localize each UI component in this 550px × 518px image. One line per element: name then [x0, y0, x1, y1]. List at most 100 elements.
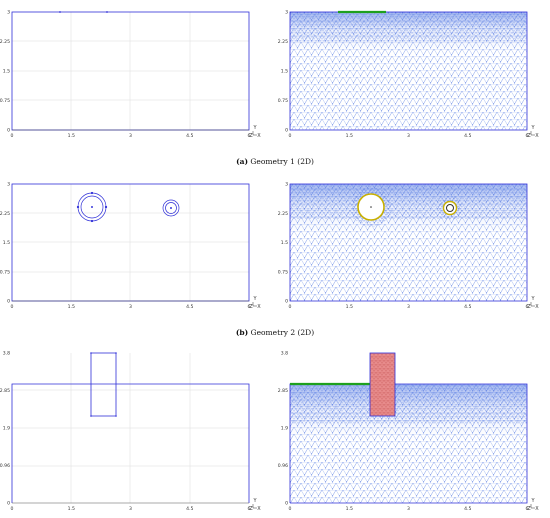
x-tick-label: 3 [129, 304, 132, 310]
axis-triad-icon [530, 302, 535, 307]
y-tick-label: 3.8 [3, 351, 10, 357]
y-tick-label: 0 [285, 299, 288, 305]
yellow-circle-small [442, 200, 458, 216]
y-tick-label: 0 [7, 299, 10, 305]
x-tick-label: 0 [11, 304, 14, 310]
row3-right-panel [289, 352, 528, 504]
axis-y-glyph: Y [252, 498, 257, 504]
x-tick-label: 3 [407, 133, 410, 139]
y-tick-label: 3.8 [281, 351, 288, 357]
y-tick-label: 0.75 [278, 269, 288, 275]
y-tick-label: 3 [285, 10, 288, 16]
y-tick-label: 1.9 [3, 426, 10, 432]
x-tick-label: 6 [248, 133, 251, 139]
axis-triad-icon [252, 302, 257, 307]
grid-lines [12, 12, 249, 130]
grid-lines [12, 353, 249, 503]
y-tick-label: 2.25 [278, 39, 288, 45]
y-tick-label: 2.25 [0, 39, 10, 45]
axis-x-glyph: X [257, 133, 261, 139]
axis-y-glyph: Y [530, 125, 535, 131]
x-tick-label: 6 [248, 506, 251, 512]
row1-right-panel [289, 10, 528, 131]
axis-z-glyph: Z [527, 506, 531, 512]
row3-left-panel [11, 352, 250, 504]
x-tick-label: 1.5 [68, 304, 75, 310]
y-tick-label: 0 [285, 501, 288, 507]
x-tick-label: 1.5 [68, 506, 75, 512]
axis-y-glyph: Y [530, 296, 535, 302]
y-tick-label: 0.75 [0, 98, 10, 104]
y-tick-label: 2.85 [0, 388, 10, 394]
axis-x-glyph: X [257, 304, 261, 310]
x-tick-label: 0 [289, 506, 292, 512]
axis-triad-icon [252, 131, 257, 136]
x-tick-label: 0 [289, 304, 292, 310]
axis-x-glyph: X [535, 133, 539, 139]
y-tick-label: 0.96 [0, 463, 10, 469]
x-tick-label: 6 [248, 304, 251, 310]
y-tick-label: 3 [285, 182, 288, 188]
x-tick-label: 1.5 [346, 304, 353, 310]
axis-y-glyph: Y [252, 296, 257, 302]
x-tick-label: 3 [407, 506, 410, 512]
axis-triad-icon [252, 504, 257, 509]
axis-x-glyph: X [535, 506, 539, 512]
x-tick-label: 6 [526, 506, 529, 512]
y-tick-label: 0 [285, 128, 288, 134]
row1-left-panel [11, 11, 250, 131]
x-tick-label: 1.5 [346, 133, 353, 139]
domain-outline [289, 11, 528, 131]
axis-z-glyph: Z [249, 133, 253, 139]
axis-z-glyph: Z [249, 506, 253, 512]
small-circle [162, 199, 180, 217]
axis-z-glyph: Z [527, 304, 531, 310]
x-tick-label: 6 [526, 133, 529, 139]
caption-b-label: (b) [235, 328, 249, 337]
y-tick-label: 1.5 [3, 240, 10, 246]
y-tick-label: 0.75 [0, 269, 10, 275]
axis-z-glyph: Z [249, 304, 253, 310]
x-tick-label: 0 [11, 133, 14, 139]
vertex-point [59, 11, 61, 13]
x-tick-label: 4.5 [464, 506, 471, 512]
large-circle [76, 191, 108, 223]
caption-a-label: (a) [236, 157, 249, 166]
x-tick-label: 3 [129, 133, 132, 139]
x-tick-label: 3 [407, 304, 410, 310]
wall-outline [90, 352, 117, 417]
x-tick-label: 4.5 [464, 133, 471, 139]
domain-outline [11, 383, 91, 503]
y-tick-label: 0 [7, 501, 10, 507]
caption-b-text: Geometry 2 (2D) [250, 328, 315, 337]
axis-x-glyph: X [535, 304, 539, 310]
y-tick-label: 0.75 [278, 98, 288, 104]
x-tick-label: 1.5 [346, 506, 353, 512]
y-tick-label: 1.9 [281, 426, 288, 432]
caption-a: (a) Geometry 1 (2D) [0, 157, 550, 166]
y-tick-label: 1.5 [281, 69, 288, 75]
x-tick-label: 0 [289, 133, 292, 139]
x-tick-label: 3 [129, 506, 132, 512]
x-tick-label: 1.5 [68, 133, 75, 139]
axis-z-glyph: Z [527, 133, 531, 139]
y-tick-label: 2.25 [278, 211, 288, 217]
grid-lines [12, 184, 249, 301]
axis-triad-icon [530, 131, 535, 136]
axis-triad-icon [530, 504, 535, 509]
y-tick-label: 2.25 [0, 211, 10, 217]
axis-y-glyph: Y [530, 498, 535, 504]
row2-right-panel [289, 183, 528, 302]
y-tick-label: 0 [7, 128, 10, 134]
wall-block [369, 352, 396, 417]
y-tick-label: 2.85 [278, 388, 288, 394]
row2-left-panel [11, 183, 250, 302]
y-tick-label: 3 [7, 10, 10, 16]
domain-outline [11, 183, 250, 302]
x-tick-label: 0 [11, 506, 14, 512]
y-tick-label: 0.96 [278, 463, 288, 469]
y-tick-label: 3 [7, 182, 10, 188]
domain-outline [289, 383, 528, 504]
